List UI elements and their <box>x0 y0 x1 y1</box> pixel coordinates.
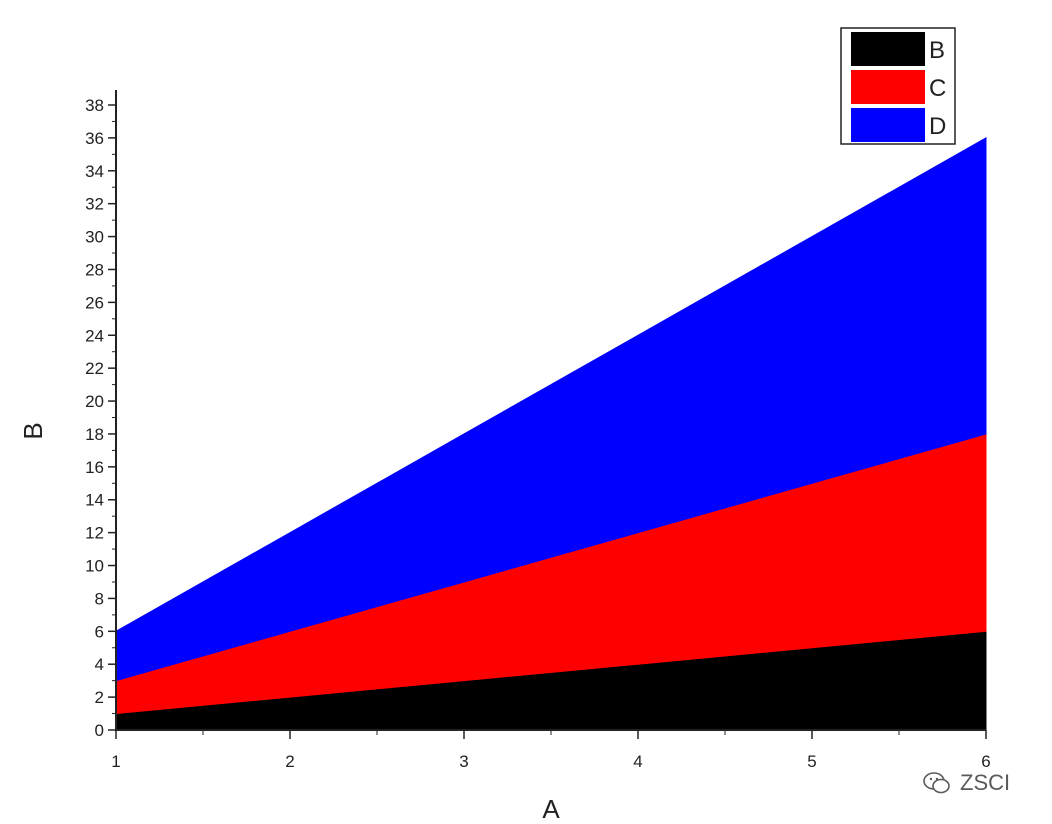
y-tick-label: 36 <box>85 129 104 148</box>
y-tick-label: 26 <box>85 293 104 312</box>
wechat-icon <box>923 772 950 794</box>
axes-group <box>108 90 987 739</box>
legend-label-c: C <box>929 75 946 102</box>
y-tick-label: 12 <box>85 524 104 543</box>
y-tick-label: 30 <box>85 228 104 247</box>
x-tick-label: 4 <box>633 752 642 771</box>
y-tick-label: 8 <box>95 589 104 608</box>
y-tick-label: 2 <box>95 688 104 707</box>
y-tick-label: 18 <box>85 425 104 444</box>
watermark: ZSCI <box>922 766 1010 800</box>
x-tick-label: 5 <box>807 752 816 771</box>
legend-swatch-b <box>851 32 925 66</box>
y-tick-label: 4 <box>95 655 104 674</box>
y-axis-title: B <box>18 422 48 439</box>
x-tick-label: 6 <box>981 752 990 771</box>
y-tick-label: 0 <box>95 721 104 740</box>
area-series-group <box>115 137 987 731</box>
legend-label-d: D <box>929 113 946 140</box>
y-tick-label: 10 <box>85 557 104 576</box>
y-tick-label: 22 <box>85 359 104 378</box>
y-tick-label: 16 <box>85 458 104 477</box>
legend-swatch-d <box>851 108 925 142</box>
x-tick-label: 1 <box>111 752 120 771</box>
legend-swatch-c <box>851 70 925 104</box>
watermark-text: ZSCI <box>960 770 1011 795</box>
y-tick-label: 24 <box>85 326 104 345</box>
y-tick-label: 14 <box>85 491 104 510</box>
legend: BCD <box>840 27 956 145</box>
y-tick-label: 38 <box>85 96 104 115</box>
y-tick-label: 28 <box>85 260 104 279</box>
y-tick-label: 32 <box>85 195 104 214</box>
x-tick-label: 2 <box>285 752 294 771</box>
y-tick-label: 34 <box>85 162 104 181</box>
y-tick-label: 20 <box>85 392 104 411</box>
x-tick-label: 3 <box>459 752 468 771</box>
area-series-d <box>115 137 987 682</box>
x-axis-title: A <box>542 794 560 824</box>
legend-label-b: B <box>929 37 945 64</box>
y-tick-label: 6 <box>95 622 104 641</box>
